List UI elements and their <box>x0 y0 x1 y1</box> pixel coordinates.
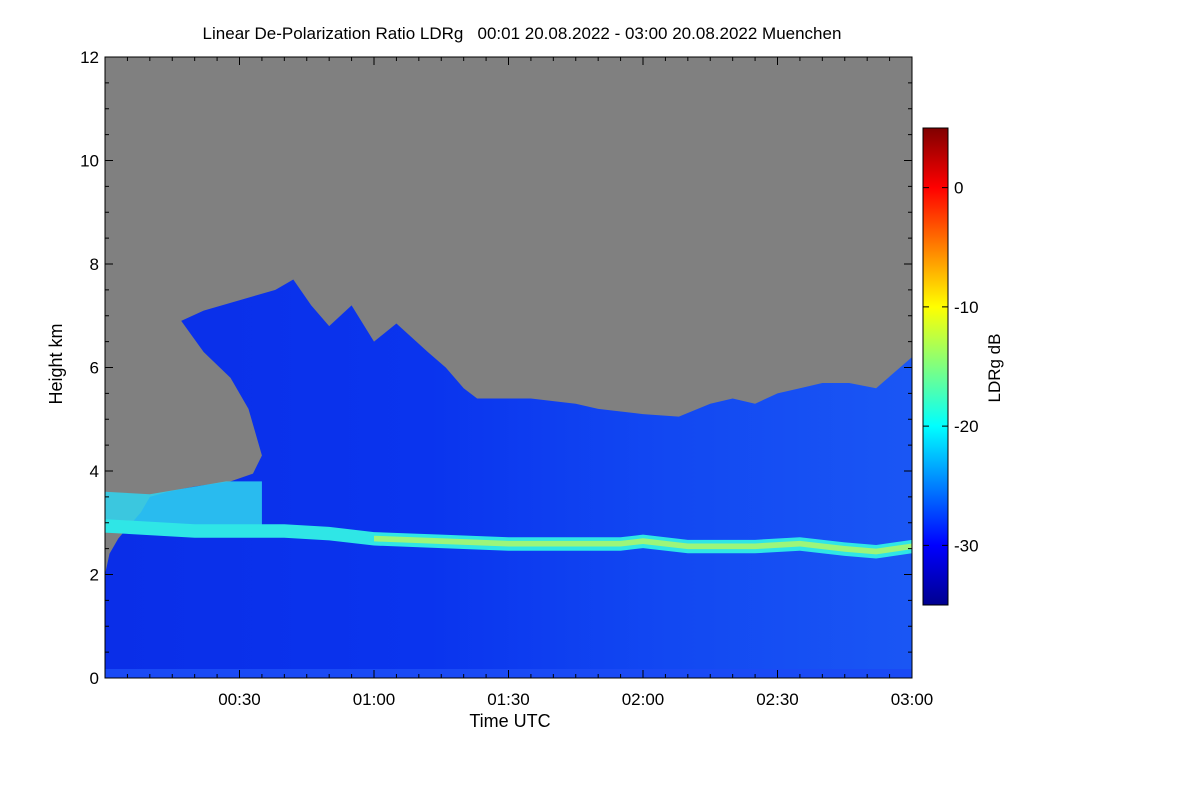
colorbar: 0 -10 -20 -30 LDRg dB <box>922 127 1004 606</box>
colorbar-gradient <box>922 127 949 606</box>
y-tick-label: 6 <box>90 359 99 378</box>
y-tick-label: 8 <box>90 255 99 274</box>
x-tick-label: 02:30 <box>756 690 799 709</box>
y-tick-label: 4 <box>90 462 99 481</box>
x-tick-label: 00:30 <box>218 690 261 709</box>
y-tick-label: 10 <box>80 152 99 171</box>
plot-area <box>105 57 912 678</box>
ice-cloud-band <box>105 481 262 528</box>
y-axis: 0 2 4 6 8 10 12 <box>80 48 912 688</box>
x-tick-label: 01:30 <box>487 690 530 709</box>
colorbar-tick-label: -10 <box>954 298 979 317</box>
y-tick-label: 0 <box>90 669 99 688</box>
colorbar-tick-label: -30 <box>954 536 979 555</box>
y-tick-label: 12 <box>80 48 99 67</box>
colorbar-tick-label: -20 <box>954 417 979 436</box>
chart-title: Linear De-Polarization Ratio LDRg 00:01 … <box>203 24 842 43</box>
x-axis-label: Time UTC <box>469 711 550 731</box>
x-axis: 00:30 01:00 01:30 02:00 02:30 03:00 <box>104 57 934 709</box>
melting-layer-core <box>374 535 912 555</box>
y-tick-label: 2 <box>90 566 99 585</box>
ldr-data-region <box>105 279 912 678</box>
colorbar-label: LDRg dB <box>985 334 1004 403</box>
y-axis-label: Height km <box>46 323 66 404</box>
colorbar-tick-label: 0 <box>954 179 963 198</box>
colorbar-ticks: 0 -10 -20 -30 <box>923 179 979 555</box>
x-tick-label: 03:00 <box>891 690 934 709</box>
x-tick-label: 02:00 <box>622 690 665 709</box>
x-tick-label: 01:00 <box>353 690 396 709</box>
